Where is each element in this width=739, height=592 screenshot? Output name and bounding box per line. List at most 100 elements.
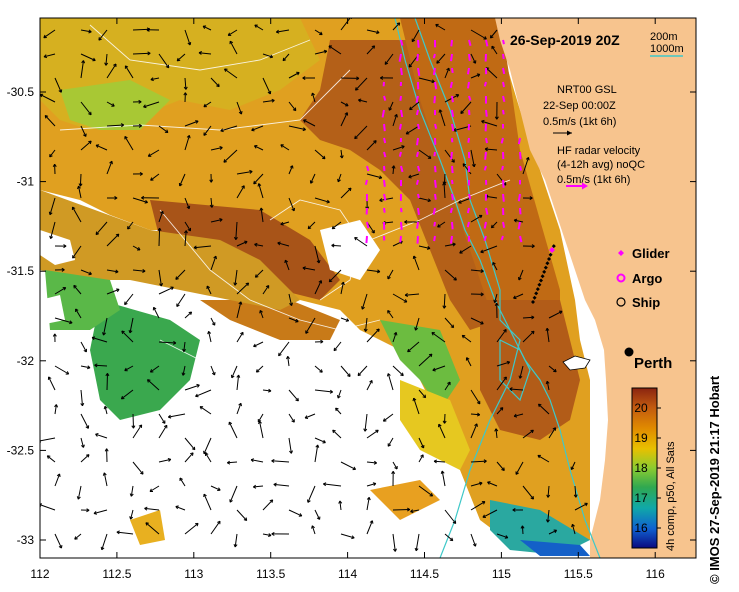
radar-arrow [500, 137, 504, 144]
current-arrowhead [238, 301, 242, 305]
radar-arrow [400, 221, 403, 230]
current-arrow [40, 437, 56, 442]
current-arrow [444, 381, 451, 391]
current-arrowhead [351, 535, 355, 539]
radar-arrow [398, 151, 402, 157]
x-tick-label: 115.5 [564, 567, 593, 581]
current-arrow [106, 233, 120, 247]
current-arrow [311, 92, 316, 103]
model-legend-line3: 0.5m/s (1kt 6h) [543, 116, 616, 128]
current-arrow [278, 341, 290, 357]
current-arrow [271, 460, 290, 463]
radar-arrow [433, 235, 436, 242]
current-arrowhead [188, 311, 192, 314]
current-arrowhead [513, 415, 518, 418]
current-arrowhead [365, 328, 368, 332]
current-arrowhead [361, 306, 365, 310]
current-arrowhead [320, 369, 323, 373]
current-arrowhead [121, 330, 124, 335]
current-arrow [418, 485, 433, 497]
radar-arrow [416, 53, 419, 62]
current-arrowhead [538, 403, 540, 408]
current-arrowhead [127, 227, 131, 230]
current-arrowhead [49, 212, 53, 216]
current-arrow [411, 29, 420, 42]
radar-arrow [485, 39, 489, 47]
current-arrow [305, 317, 316, 334]
current-arrowhead [323, 49, 327, 52]
current-arrow [548, 310, 563, 319]
current-arrowhead [530, 330, 535, 333]
current-arrow [288, 413, 295, 423]
current-arrowhead [177, 59, 181, 62]
radar-arrow [398, 53, 402, 62]
current-arrowhead [146, 29, 150, 32]
current-arrow [184, 197, 190, 209]
current-arrowhead [333, 349, 338, 352]
current-arrow [253, 341, 264, 347]
radar-arrow [383, 95, 387, 101]
current-arrowhead [356, 76, 360, 79]
current-arrowhead [479, 481, 483, 484]
glider-position [532, 295, 537, 300]
radar-legend-line3: 0.5m/s (1kt 6h) [557, 174, 630, 186]
current-arrowhead [88, 140, 92, 143]
current-arrowhead [571, 467, 575, 471]
current-arrowhead [328, 45, 331, 49]
current-arrowhead [387, 276, 391, 280]
current-arrow [314, 437, 326, 444]
current-arrow [80, 413, 89, 429]
radar-arrow [366, 165, 370, 172]
current-arrow [75, 308, 82, 319]
model-legend-line1: NRT00 GSL [557, 84, 617, 96]
current-arrow [392, 293, 408, 303]
current-arrowhead [219, 146, 223, 148]
current-arrow [340, 187, 352, 199]
current-arrowhead [105, 373, 108, 377]
current-arrow [328, 45, 342, 55]
current-arrowhead [50, 236, 54, 239]
current-arrow [80, 437, 84, 448]
radar-arrow [433, 151, 436, 157]
current-arrow [496, 407, 504, 415]
current-arrow [259, 310, 264, 319]
radar-arrow [381, 109, 385, 118]
current-arrow [432, 365, 446, 371]
current-arrowhead [318, 280, 322, 283]
current-arrow [392, 22, 401, 31]
current-arrow [132, 269, 146, 272]
glider-position [539, 278, 543, 283]
glider-position [540, 274, 545, 279]
current-arrow [184, 135, 190, 151]
current-arrow [522, 316, 535, 319]
current-arrow [144, 507, 160, 511]
current-arrow [54, 317, 73, 324]
current-arrowhead [167, 458, 171, 460]
current-arrowhead [218, 83, 220, 87]
current-arrowhead [257, 183, 260, 187]
radar-arrow [400, 39, 404, 46]
radar-arrow [417, 67, 421, 76]
current-arrow [129, 317, 134, 333]
y-tick-label: -33 [17, 533, 35, 547]
current-arrow [253, 173, 264, 185]
radar-arrow [451, 165, 454, 174]
y-axis: -30.5 -31 -31.5 -32 -32.5 -33 [7, 85, 696, 547]
current-arrow [387, 373, 394, 391]
radar-arrow [450, 53, 453, 62]
current-arrow [418, 389, 426, 399]
current-arrowhead [89, 271, 92, 275]
radar-legend-arrow [566, 182, 588, 190]
radar-arrow [416, 137, 419, 146]
current-arrowhead [168, 416, 172, 419]
current-arrowhead [203, 133, 207, 136]
current-arrow [418, 245, 431, 249]
current-arrowhead [115, 233, 119, 236]
current-arrowhead [331, 244, 335, 248]
current-arrow [366, 380, 373, 391]
radar-arrow [483, 165, 487, 171]
current-arrowhead [512, 509, 516, 512]
current-arrow [466, 357, 472, 367]
current-arrowhead [157, 227, 161, 231]
